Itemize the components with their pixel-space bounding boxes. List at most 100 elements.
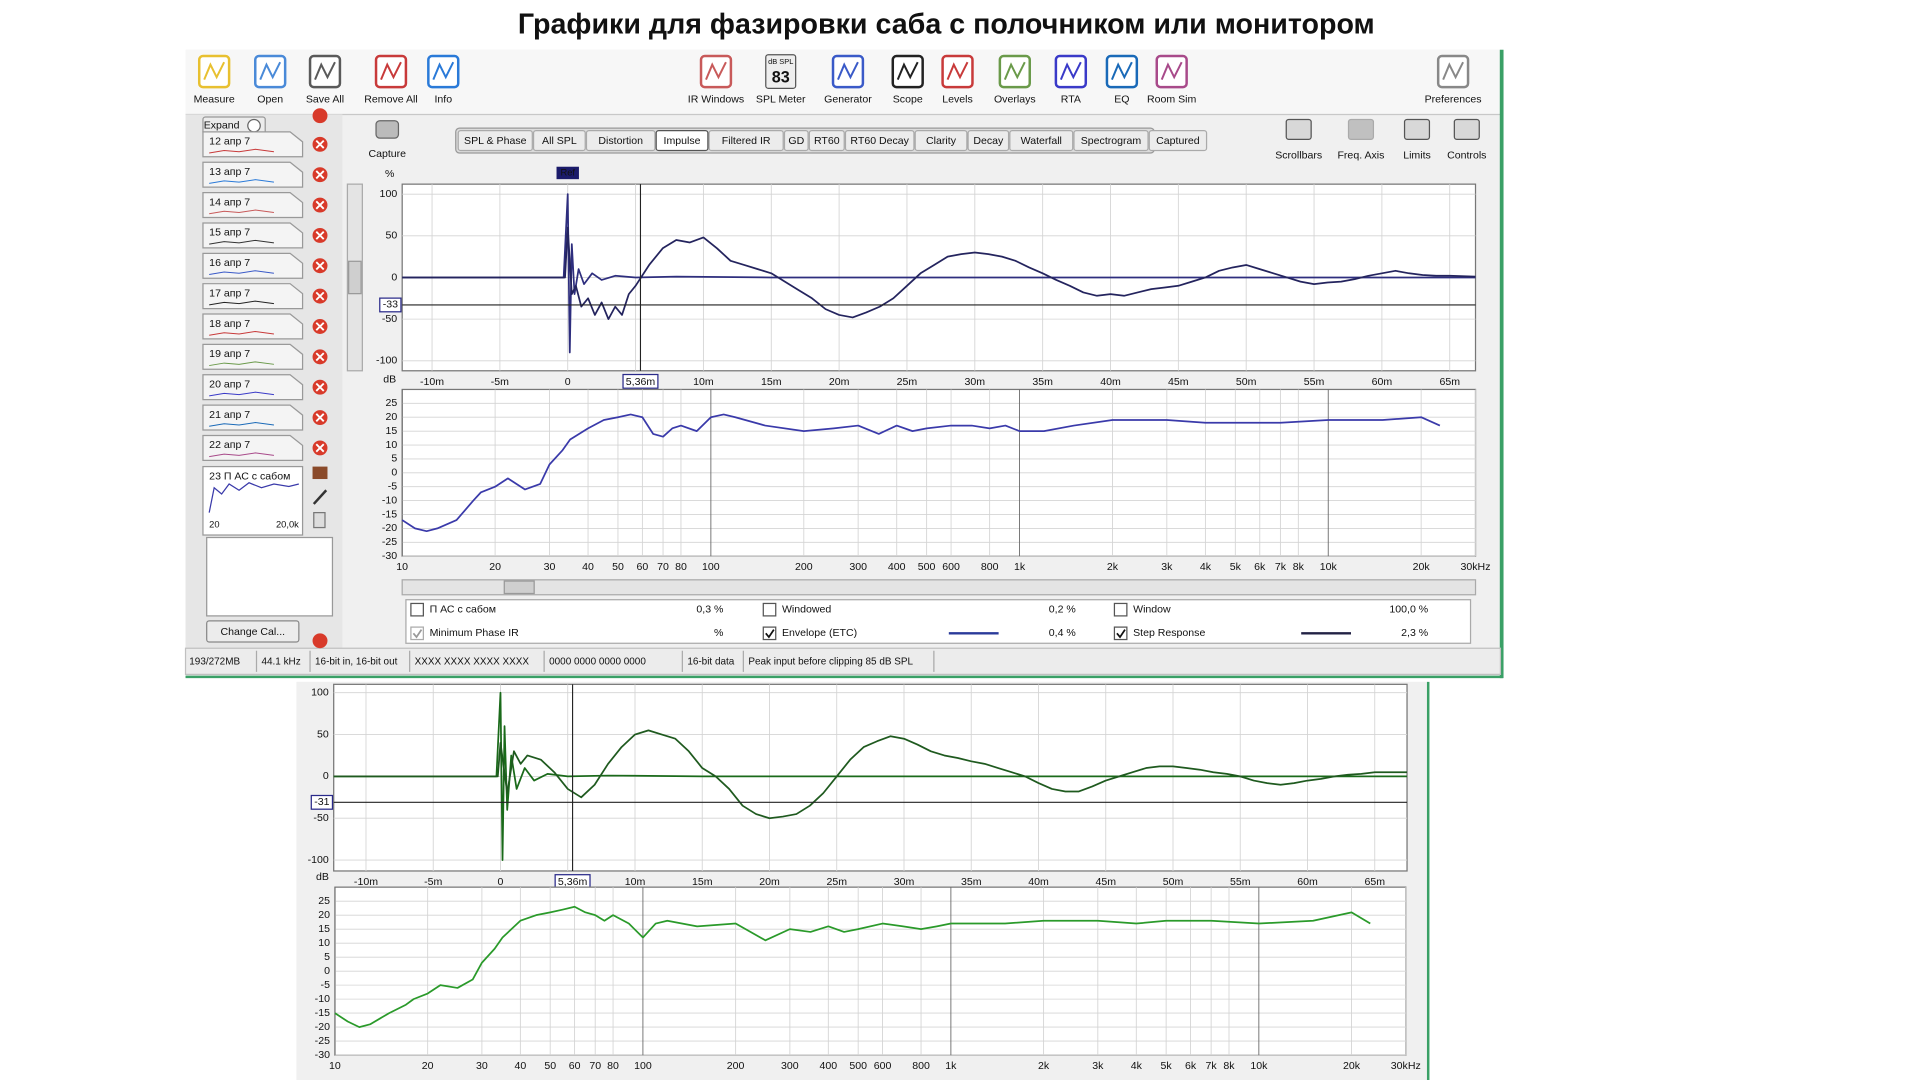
tab-label: SPL & Phase: [464, 135, 527, 147]
x-tick-label: 3k: [1092, 1060, 1104, 1072]
measurement-thumb: [209, 148, 275, 154]
y-tick-label: -30: [315, 1049, 330, 1061]
y-tick-label: -20: [315, 1021, 330, 1033]
x-tick-label: 40m: [1100, 376, 1121, 388]
scrollbar[interactable]: [401, 579, 1477, 596]
x-tick-label: 40m: [1028, 876, 1049, 888]
status-text: 0000 0000 0000 0000: [549, 657, 646, 668]
tab[interactable]: [708, 130, 784, 152]
toolbar-icon-glyph: [837, 61, 859, 81]
measurement-label: 13 апр 7: [209, 166, 250, 178]
remove-glyph: [315, 231, 325, 240]
x-tick-label: 600: [874, 1060, 892, 1072]
x-tick-label: 45m: [1095, 876, 1116, 888]
tool-icon[interactable]: [1285, 118, 1312, 140]
checkmark: [412, 629, 423, 639]
x-tick-label: 30m: [965, 376, 986, 388]
tab[interactable]: [532, 130, 586, 152]
tool-icon[interactable]: [1453, 118, 1480, 140]
measurement-thumb: [209, 361, 275, 367]
toolbar-label: RTA: [1061, 93, 1082, 105]
tab-label: Captured: [1156, 135, 1200, 147]
tab[interactable]: [808, 130, 845, 152]
icon[interactable]: [312, 489, 328, 505]
x-tick-label: 0: [565, 376, 571, 388]
y-axis-label: %: [385, 168, 395, 180]
tab[interactable]: [783, 130, 809, 152]
x-tick-label: 10k: [1250, 1060, 1268, 1072]
remove-glyph: [315, 382, 325, 392]
measurement-label: 18 апр 7: [209, 318, 250, 330]
scrollbar-thumb[interactable]: [348, 260, 362, 295]
capture-icon[interactable]: [375, 120, 400, 139]
y-tick-label: -20: [382, 522, 397, 534]
tab[interactable]: [457, 130, 533, 152]
remove-icon[interactable]: [312, 633, 328, 649]
x-tick-label: -5m: [424, 876, 442, 888]
checkmark: [765, 629, 775, 639]
tab[interactable]: [1009, 130, 1074, 152]
status-bar: [184, 647, 1502, 675]
cursor-box: [310, 794, 334, 810]
tab-label: All SPL: [542, 135, 577, 147]
legend-value: 0,4 %: [1049, 627, 1077, 639]
tab[interactable]: [967, 130, 1010, 152]
x-tick-label: 65m: [1439, 376, 1460, 388]
remove-icon[interactable]: [312, 108, 328, 124]
y-tick-label: 50: [385, 230, 397, 242]
tool-icon[interactable]: [1403, 118, 1431, 140]
x-tick-label: 1k: [1014, 561, 1026, 573]
legend-name: Step Response: [1133, 627, 1205, 639]
toolbar-label: EQ: [1114, 93, 1129, 105]
cursor-label: -33: [383, 299, 398, 311]
y-tick-label: 5: [324, 951, 330, 963]
x-tick-label: 10: [329, 1060, 341, 1072]
x-tick-label: 10m: [625, 876, 646, 888]
remove-glyph: [315, 200, 325, 210]
status-text: 44.1 kHz: [261, 657, 300, 668]
checkbox[interactable]: [1113, 602, 1128, 617]
icon[interactable]: [313, 512, 326, 529]
measurement-thumb: [209, 300, 275, 306]
x-tick-label: 6k: [1254, 561, 1266, 573]
tab[interactable]: [1148, 130, 1208, 152]
y-tick-label: -10: [382, 494, 397, 506]
mini-axis-label: 20,0k: [276, 520, 299, 530]
change-cal-button[interactable]: [206, 620, 300, 643]
x-tick-label: 35m: [961, 876, 982, 888]
legend-value: 100,0 %: [1389, 603, 1428, 615]
y-tick-label: 0: [391, 271, 397, 283]
y-tick-label: -100: [376, 355, 397, 367]
y-tick-label: 15: [385, 425, 397, 437]
y-tick-label: -25: [382, 536, 397, 548]
x-tick-label: 8k: [1223, 1060, 1235, 1072]
x-tick-label: 100: [702, 561, 720, 573]
tab[interactable]: [1073, 130, 1149, 152]
tab[interactable]: [914, 130, 968, 152]
tab[interactable]: [844, 130, 915, 152]
scrollbar-thumb[interactable]: [503, 580, 535, 595]
x-tick-label: 800: [912, 1060, 930, 1072]
selected-label: 23 П АС с сабом: [209, 470, 290, 482]
spl-meter-icon[interactable]: [765, 54, 797, 89]
checkbox[interactable]: [762, 602, 777, 617]
icon[interactable]: [312, 466, 328, 480]
legend-value: 2,3 %: [1401, 627, 1429, 639]
measurement-thumb: [209, 422, 275, 427]
x-tick-label: 20m: [829, 376, 850, 388]
x-tick-label: 60: [569, 1060, 581, 1072]
tool-icon: [1347, 118, 1375, 140]
tab-label: Filtered IR: [722, 135, 771, 147]
y-tick-label: -5: [321, 979, 331, 991]
x-tick-label: 45m: [1168, 376, 1189, 388]
selected-measurement[interactable]: [202, 465, 304, 536]
y-tick-label: -25: [315, 1035, 330, 1047]
x-tick-label: 6k: [1185, 1060, 1197, 1072]
x-tick-label: 10k: [1320, 561, 1338, 573]
mini-axis-label: 20: [209, 520, 219, 530]
checkbox[interactable]: [410, 602, 424, 617]
x-tick-label: -10m: [420, 376, 444, 388]
toolbar-label: Measure: [194, 93, 235, 105]
tab[interactable]: [585, 130, 656, 152]
tab[interactable]: [655, 130, 709, 152]
